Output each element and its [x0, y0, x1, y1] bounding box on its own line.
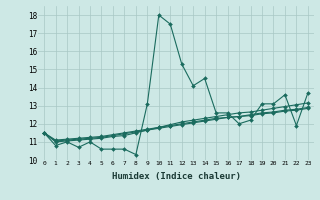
X-axis label: Humidex (Indice chaleur): Humidex (Indice chaleur) — [111, 172, 241, 181]
